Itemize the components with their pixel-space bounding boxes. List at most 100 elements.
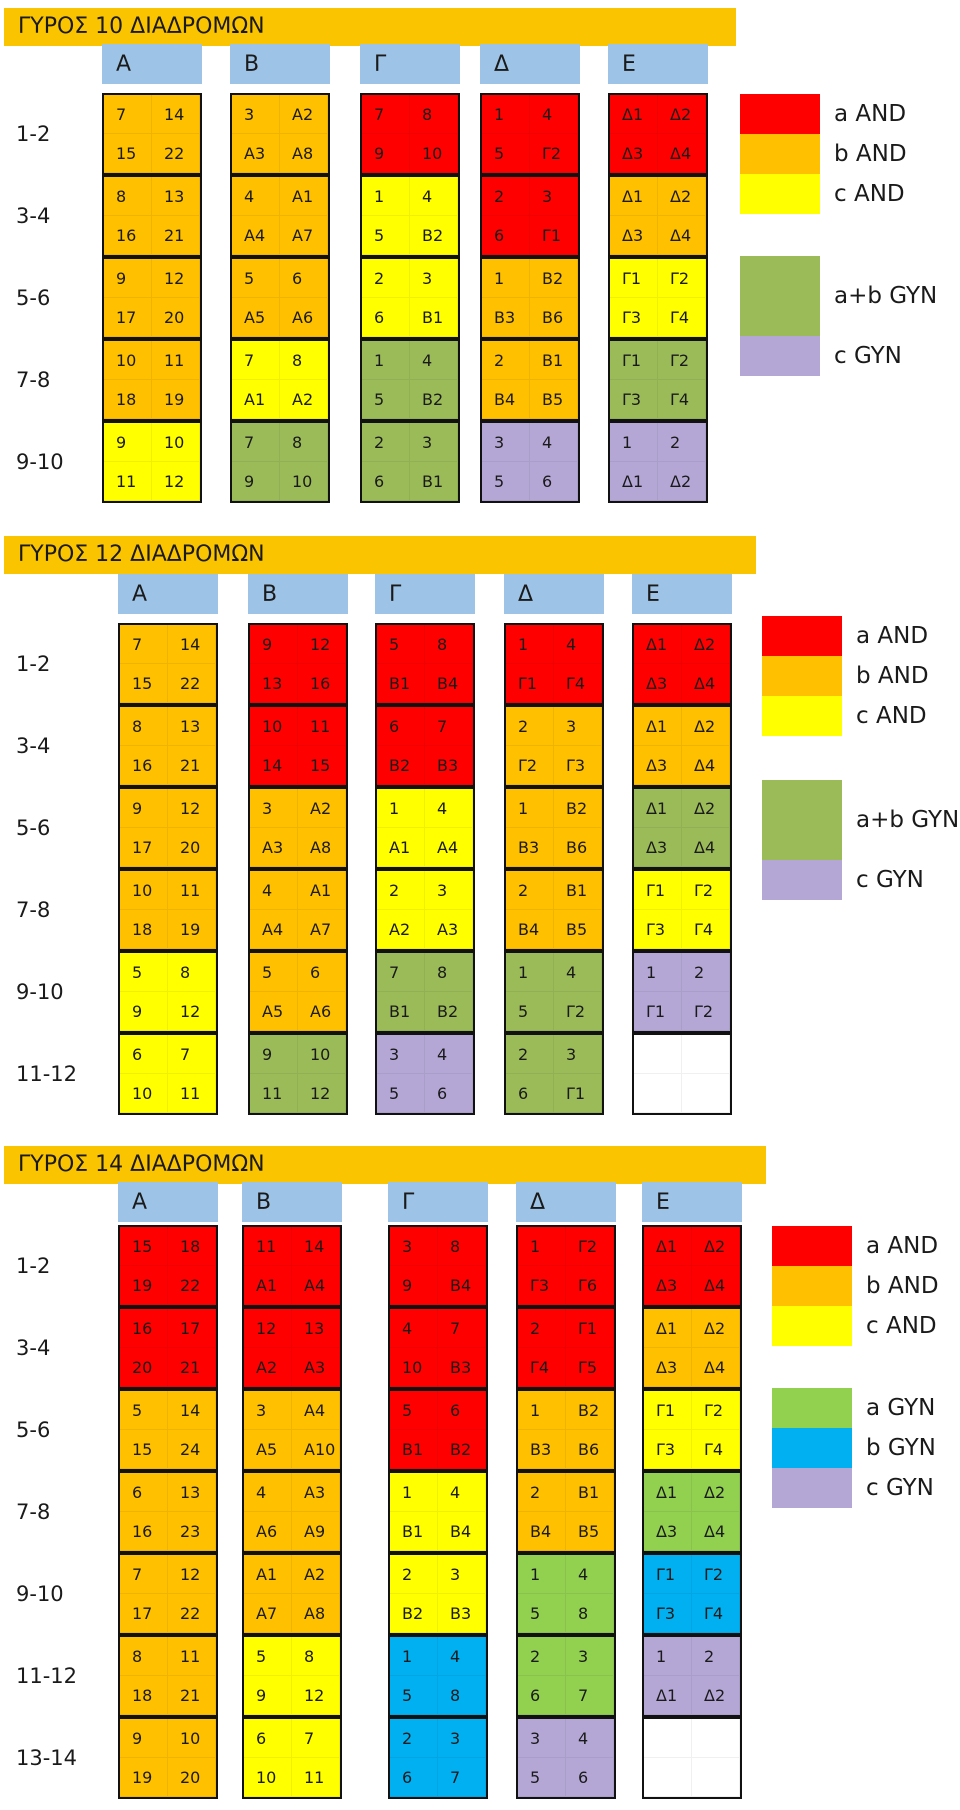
schedule-block: 2 3 6 Β1 <box>360 421 460 503</box>
block-value: 5 <box>377 1074 425 1113</box>
schedule-block: 2 Β1 Β4 Β5 <box>480 339 580 421</box>
block-value: 4 <box>410 341 458 380</box>
route-column: Ε Δ1 Δ2 Δ3 Δ4 Δ1 Δ2 Δ3 Δ4 Δ1 Δ2 Δ3 Δ4 Γ1 Γ2 Γ3 Γ4 1 2 Γ1 Γ2 <box>632 574 732 1116</box>
block-value: 6 <box>390 1758 438 1797</box>
block-value: Δ1 <box>610 95 658 134</box>
column-header: Β <box>248 574 348 614</box>
block-value: Β1 <box>566 1473 614 1512</box>
block-value: 7 <box>292 1719 340 1758</box>
block-value: 13 <box>250 664 298 703</box>
block-value: Α8 <box>298 828 346 867</box>
block-value: 11 <box>244 1227 292 1266</box>
block-value: 8 <box>438 1676 486 1715</box>
block-value: 10 <box>250 707 298 746</box>
schedule-block: Γ1 Γ2 Γ3 Γ4 <box>608 257 708 339</box>
block-value: 3 <box>554 1035 602 1074</box>
block-value: Γ4 <box>692 1594 740 1633</box>
schedule-block: 5 8 9 12 <box>118 951 218 1033</box>
block-value: 5 <box>244 1637 292 1676</box>
block-value: Δ1 <box>634 625 682 664</box>
block-value: Α7 <box>298 910 346 949</box>
schedule-block: 1 Β2 Β3 Β6 <box>516 1389 616 1471</box>
block-value: 5 <box>390 1391 438 1430</box>
legend-item: b AND <box>772 1266 960 1306</box>
block-value: 10 <box>152 423 200 462</box>
schedule-block: 5 8 Β1 Β4 <box>375 623 475 705</box>
block-value: 1 <box>634 953 682 992</box>
block-value: 21 <box>152 216 200 255</box>
schedule-block: 6 7 Β2 Β3 <box>375 705 475 787</box>
block-value: 2 <box>518 1309 566 1348</box>
block-value: Δ1 <box>644 1227 692 1266</box>
block-value: 1 <box>518 1391 566 1430</box>
block-value: 4 <box>244 1473 292 1512</box>
block-value: 6 <box>566 1758 614 1797</box>
block-value: Β5 <box>566 1512 614 1551</box>
block-value: Δ2 <box>658 177 706 216</box>
schedule-block: 1 2 Γ1 Γ2 <box>632 951 732 1033</box>
block-value: 3 <box>410 423 458 462</box>
block-value: 19 <box>120 1758 168 1797</box>
block-value: 13 <box>168 707 216 746</box>
block-value: Γ1 <box>644 1391 692 1430</box>
block-value: 16 <box>120 1309 168 1348</box>
schedule-block: 10 11 18 19 <box>118 869 218 951</box>
legend-item: a AND <box>762 616 960 656</box>
schedule-block <box>642 1717 742 1799</box>
block-value: Α1 <box>244 1555 292 1594</box>
schedule-block: 3 8 9 Β4 <box>388 1225 488 1307</box>
block-value: Α4 <box>292 1391 340 1430</box>
block-value: Β5 <box>554 910 602 949</box>
block-value: 4 <box>554 953 602 992</box>
column-header: Ε <box>642 1182 742 1222</box>
route-column: Ε Δ1 Δ2 Δ3 Δ4 Δ1 Δ2 Δ3 Δ4 Γ1 Γ2 Γ3 Γ4 Δ1 Δ2 Δ3 Δ4 Γ1 Γ2 Γ3 Γ… <box>642 1182 742 1800</box>
block-value: Γ4 <box>682 910 730 949</box>
column-header: Γ <box>360 44 460 84</box>
block-value: Β4 <box>518 1512 566 1551</box>
block-value: 5 <box>232 259 280 298</box>
block-value: Β1 <box>410 462 458 501</box>
schedule-block: 1 4 Γ1 Γ4 <box>504 623 604 705</box>
block-value: 8 <box>425 625 473 664</box>
schedule-block: 8 11 18 21 <box>118 1635 218 1717</box>
block-value: 7 <box>104 95 152 134</box>
block-value: 2 <box>518 1637 566 1676</box>
block-value: Δ3 <box>634 828 682 867</box>
route-column: Δ 1 4 5 Γ2 2 3 6 Γ1 1 Β2 Β3 Β6 2 Β1 Β4 Β5 3 4 5 6 <box>480 44 580 504</box>
schedule-block: Δ1 Δ2 Δ3 Δ4 <box>642 1225 742 1307</box>
schedule-block: 3 Α4 Α5 Α10 <box>242 1389 342 1471</box>
block-value: 12 <box>168 992 216 1031</box>
block-value: 5 <box>518 1594 566 1633</box>
block-value: Δ2 <box>692 1309 740 1348</box>
block-value: Δ4 <box>682 664 730 703</box>
block-value: Α2 <box>298 789 346 828</box>
legend-swatch <box>762 616 842 656</box>
block-value: 7 <box>232 341 280 380</box>
block-value: 10 <box>104 341 152 380</box>
block-value <box>682 1074 730 1113</box>
block-value: 16 <box>120 746 168 785</box>
block-value: 6 <box>244 1719 292 1758</box>
schedule-block: 6 13 16 23 <box>118 1471 218 1553</box>
block-value: 2 <box>506 707 554 746</box>
block-value: 6 <box>482 216 530 255</box>
section-title: ΓΥΡΟΣ 10 ΔΙΑΔΡΟΜΩΝ <box>4 8 736 46</box>
row-label: 3-4 <box>16 204 51 228</box>
block-value: 10 <box>390 1348 438 1387</box>
block-value: 15 <box>120 1430 168 1469</box>
schedule-block: Δ1 Δ2 Δ3 Δ4 <box>632 705 732 787</box>
legend-swatch <box>772 1428 852 1468</box>
block-value: Δ1 <box>610 177 658 216</box>
legend-label: b GYN <box>866 1435 936 1461</box>
schedule-block: Δ1 Δ2 Δ3 Δ4 <box>642 1307 742 1389</box>
row-label: 1-2 <box>16 122 51 146</box>
block-value: 2 <box>377 871 425 910</box>
block-value: Β4 <box>506 910 554 949</box>
route-column: Δ 1 4 Γ1 Γ4 2 3 Γ2 Γ3 1 Β2 Β3 Β6 2 Β1 Β4 Β5 1 4 5 Γ2 2 3 6 Γ1 <box>504 574 604 1116</box>
schedule-block: 3 Α2 Α3 Α8 <box>248 787 348 869</box>
row-label: 9-10 <box>16 450 64 474</box>
block-value: Γ1 <box>554 1074 602 1113</box>
block-value: 7 <box>362 95 410 134</box>
block-value: 1 <box>518 1555 566 1594</box>
